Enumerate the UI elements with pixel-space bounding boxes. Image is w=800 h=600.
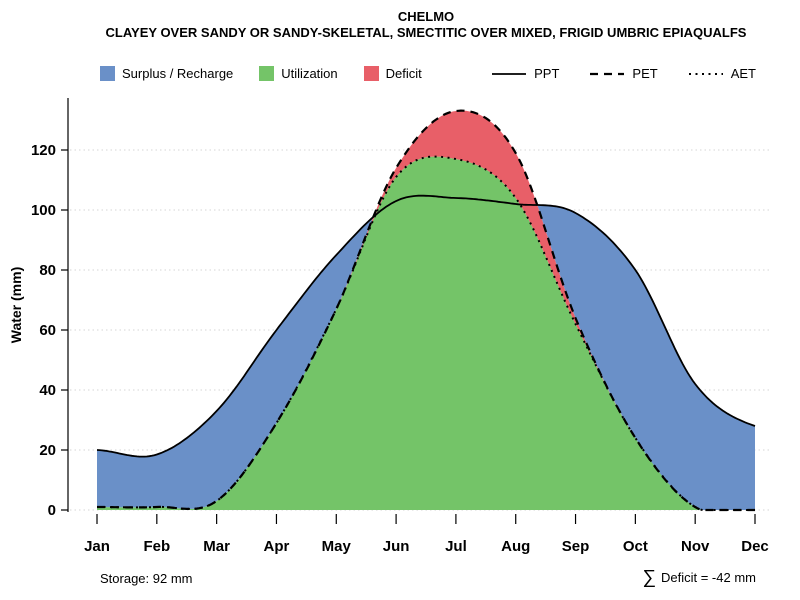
legend-label-aet: AET (730, 66, 756, 81)
x-tick-label: Aug (501, 538, 530, 555)
chart-subtitle: CLAYEY OVER SANDY OR SANDY-SKELETAL, SME… (105, 25, 747, 40)
legend-item-deficit: Deficit (363, 66, 422, 81)
y-tick-label: 120 (31, 142, 56, 159)
y-tick-label: 20 (39, 442, 56, 459)
x-tick-label: Oct (623, 538, 648, 555)
utilization-swatch (259, 66, 275, 81)
x-tick-label: Nov (681, 538, 710, 555)
deficit-swatch (363, 66, 379, 81)
chart-title: CHELMO (397, 9, 455, 24)
y-tick-label: 40 (39, 382, 56, 399)
axes (61, 98, 756, 524)
legend-label-utilization: Utilization (281, 66, 338, 81)
chart-header: CHELMO CLAYEY OVER SANDY OR SANDY-SKELET… (70, 9, 782, 41)
legend-label-ppt: PPT (534, 66, 560, 81)
legend-label-pet: PET (632, 66, 658, 81)
x-tick-label: Mar (203, 538, 230, 555)
ppt-line (96, 194, 756, 458)
x-tick-label: Jul (445, 538, 467, 555)
y-tick-label: 80 (39, 262, 56, 279)
legend-line-group: PPT PET AET (491, 66, 756, 81)
y-tick-label: 60 (39, 322, 56, 339)
y-tick-label: 100 (31, 202, 56, 219)
storage-note: Storage: 92 mm (100, 571, 193, 586)
legend-label-deficit: Deficit (385, 66, 422, 81)
surplus-area (97, 110, 755, 510)
x-tick-label: Sep (562, 538, 590, 555)
axis-labels: 0 20 40 60 80 100 120 Jan Feb Mar Apr May Jun Jul Aug S… (8, 142, 769, 555)
x-tick-label: Jan (84, 538, 110, 555)
legend-item-utilization: Utilization (259, 66, 338, 81)
legend-item-pet: PET (589, 66, 658, 81)
legend-area-group: Surplus / Recharge Utilization Deficit (100, 66, 422, 81)
legend-item-ppt: PPT (491, 66, 559, 81)
sigma-icon: ∑ (642, 567, 656, 588)
utilization-area (97, 156, 755, 510)
x-tick-label: Jun (383, 538, 410, 555)
legend: Surplus / Recharge Utilization Deficit P… (100, 66, 756, 81)
x-tick-label: May (322, 538, 352, 555)
ppt-line-sample-icon (492, 72, 527, 75)
deficit-text: Deficit = -42 mm (661, 570, 756, 585)
pet-line (97, 109, 755, 512)
deficit-note: ∑ Deficit = -42 mm (642, 568, 756, 587)
x-tick-label: Dec (741, 538, 769, 555)
pet-line-sample-icon (590, 72, 625, 75)
y-tick-label: 0 (48, 502, 56, 519)
x-tick-label: Feb (143, 538, 170, 555)
surplus-swatch (100, 66, 115, 81)
y-axis-title: Water (mm) (8, 267, 24, 344)
legend-item-surplus: Surplus / Recharge (100, 66, 233, 81)
legend-item-aet: AET (688, 66, 756, 81)
x-tick-label: Apr (264, 538, 290, 555)
legend-label-surplus: Surplus / Recharge (122, 66, 234, 81)
